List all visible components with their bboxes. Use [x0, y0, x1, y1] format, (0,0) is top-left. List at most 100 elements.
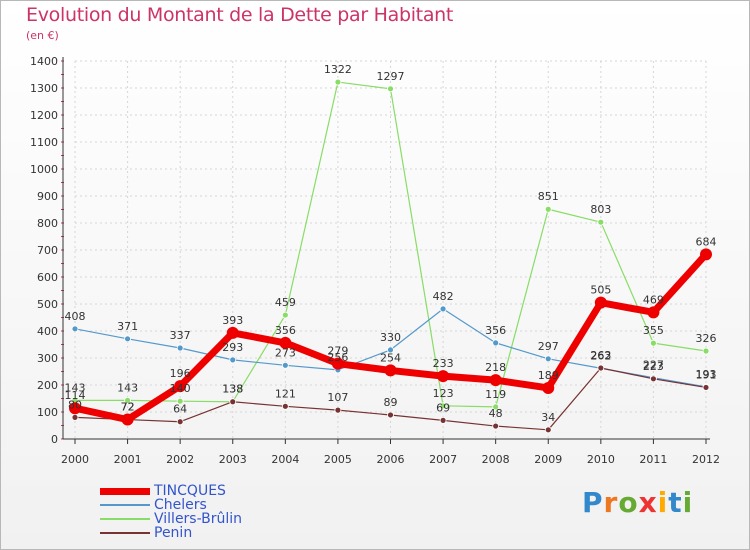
legend-label: TINCQUES [154, 483, 226, 499]
data-point [492, 422, 500, 430]
data-label: 72 [121, 401, 135, 414]
data-point [124, 335, 131, 343]
data-point [334, 78, 342, 86]
data-label: 262 [590, 349, 611, 362]
data-point [597, 364, 605, 372]
data-label: 371 [117, 320, 138, 333]
legend-label: Villers-Brûlin [154, 511, 243, 527]
data-label: 482 [433, 290, 454, 303]
data-point [226, 326, 239, 339]
x-tick-label: 2000 [61, 453, 89, 466]
data-point [124, 396, 131, 404]
data-label: 408 [65, 310, 86, 323]
data-label: 138 [222, 383, 243, 396]
data-point [702, 384, 710, 391]
data-point [492, 403, 500, 411]
x-tick-label: 2008 [482, 453, 510, 466]
data-label: 143 [65, 381, 86, 394]
data-point [176, 418, 184, 426]
data-label: 293 [222, 341, 243, 354]
data-point [387, 85, 394, 93]
y-tick-label: 100 [37, 406, 58, 419]
data-label: 64 [173, 403, 187, 416]
y-tick-label: 1300 [30, 82, 58, 95]
data-label: 851 [538, 190, 559, 203]
legend-label: Penin [154, 525, 193, 541]
data-label: 189 [538, 369, 559, 382]
data-label: 263 [590, 349, 611, 362]
data-label: 89 [384, 396, 398, 409]
x-tick-label: 2003 [219, 453, 247, 466]
data-label: 254 [380, 351, 401, 364]
data-label: 143 [117, 381, 138, 394]
legend-swatch [100, 487, 150, 495]
data-label: 196 [170, 367, 191, 380]
data-label: 80 [68, 398, 82, 411]
data-point [281, 311, 289, 319]
logo-letter: o [618, 486, 639, 519]
data-label: 69 [436, 401, 450, 414]
x-tick-label: 2006 [377, 453, 405, 466]
y-tick-label: 900 [37, 190, 58, 203]
data-label: 330 [380, 331, 401, 344]
y-tick-label: 1100 [30, 136, 58, 149]
data-point [69, 402, 81, 415]
legend-swatch [100, 504, 150, 506]
series-lines [69, 78, 712, 434]
data-label: 227 [643, 359, 664, 372]
legend-swatch [100, 532, 150, 534]
data-point [437, 370, 450, 383]
data-label: 1322 [324, 63, 352, 76]
data-point [647, 306, 660, 319]
y-tick-label: 200 [37, 379, 58, 392]
logo-letter: x [638, 486, 658, 519]
data-point [702, 347, 710, 355]
data-label: 34 [541, 411, 555, 424]
legend: TINCQUES Chelers Villers-Brûlin Penin [100, 484, 242, 540]
data-point [387, 411, 394, 419]
data-point [281, 402, 289, 410]
data-label: 48 [489, 407, 503, 420]
x-tick-label: 2010 [587, 453, 615, 466]
legend-item: TINCQUES [100, 484, 242, 498]
data-point [176, 397, 184, 405]
logo-letter: t [668, 486, 683, 519]
data-label: 1297 [377, 70, 405, 83]
data-point [71, 325, 79, 333]
logo-letter: P [582, 486, 604, 519]
legend-item: Villers-Brûlin [100, 512, 242, 526]
data-label: 469 [643, 293, 664, 306]
data-label: 337 [170, 329, 191, 342]
data-point [229, 356, 237, 364]
x-tick-label: 2002 [166, 453, 194, 466]
data-point [334, 406, 342, 414]
data-labels: 114 72 196 393 356 279 254 233 218 189 505 469 684 40… [65, 63, 717, 424]
x-tick-label: 2001 [114, 453, 142, 466]
y-tick-label: 1400 [30, 55, 58, 68]
data-label: 193 [696, 368, 717, 381]
data-point [176, 344, 184, 352]
data-label: 223 [643, 360, 664, 373]
x-tick-label: 2007 [429, 453, 457, 466]
data-label: 505 [590, 284, 611, 297]
data-label: 123 [433, 387, 454, 400]
data-label: 119 [485, 388, 506, 401]
data-label: 140 [170, 382, 191, 395]
y-tick-label: 600 [37, 271, 58, 284]
data-point [700, 248, 712, 261]
data-label: 393 [222, 314, 243, 327]
data-point [71, 413, 79, 421]
data-point [439, 402, 447, 410]
data-point [229, 398, 237, 406]
data-label: 138 [222, 383, 243, 396]
data-point [544, 426, 552, 434]
axes: 0 100 200 300 400 500 600 700 800 900 1000 1100 1200… [30, 55, 720, 466]
data-label: 256 [327, 351, 348, 364]
data-label: 191 [696, 368, 717, 381]
data-point [650, 375, 657, 383]
chart-subtitle: (en €) [26, 29, 59, 42]
data-label: 356 [275, 324, 296, 337]
data-point [331, 357, 344, 370]
x-tick-label: 2012 [692, 453, 720, 466]
